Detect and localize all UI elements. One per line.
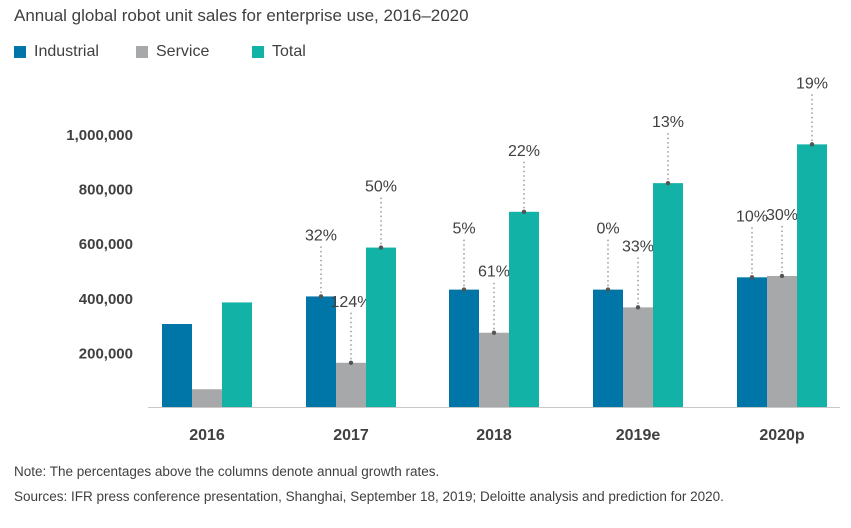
x-tick-label: 2019e xyxy=(616,427,661,444)
growth-marker xyxy=(318,294,324,299)
y-tick-label: 200,000 xyxy=(79,345,133,362)
bar-industrial xyxy=(449,289,479,407)
growth-marker xyxy=(378,245,384,250)
y-tick-label: 600,000 xyxy=(79,236,133,253)
footnote-sources: Sources: IFR press conference presentati… xyxy=(14,489,724,504)
growth-marker xyxy=(461,287,467,292)
growth-marker xyxy=(779,273,785,279)
bar-service xyxy=(479,332,509,407)
growth-label: 22% xyxy=(508,143,540,160)
bar-total xyxy=(653,183,683,407)
bar-industrial xyxy=(162,324,192,407)
bar-service xyxy=(767,275,797,407)
growth-label: 61% xyxy=(478,264,510,281)
bar-total xyxy=(509,211,539,407)
bar-service xyxy=(623,307,653,407)
legend-label-industrial: Industrial xyxy=(34,43,99,60)
y-tick-label: 1,000,000 xyxy=(66,127,133,144)
growth-label: 30% xyxy=(766,207,798,224)
growth-label: 10% xyxy=(736,208,768,225)
bar-total xyxy=(366,247,396,407)
bar-total xyxy=(797,144,827,407)
growth-marker xyxy=(491,330,497,335)
growth-marker xyxy=(635,305,641,310)
bar-chart: 200,000 400,000 600,000 800,000 1,000,000 32%… xyxy=(66,75,840,444)
footnote-note: Note: The percentages above the columns … xyxy=(14,464,440,479)
growth-label: 5% xyxy=(452,221,475,238)
y-tick-label: 800,000 xyxy=(79,182,133,199)
bar-industrial xyxy=(593,289,623,407)
growth-marker xyxy=(749,275,755,280)
growth-marker xyxy=(665,180,671,186)
legend-label-total: Total xyxy=(272,43,306,60)
growth-label: 50% xyxy=(365,179,397,196)
growth-label: 33% xyxy=(622,238,654,255)
y-tick-label: 400,000 xyxy=(79,291,133,308)
growth-marker xyxy=(605,287,611,292)
x-tick-label: 2016 xyxy=(189,427,225,444)
growth-label: 0% xyxy=(596,221,619,238)
chart-legend: Industrial Service Total xyxy=(14,43,434,63)
legend-swatch-industrial xyxy=(14,46,26,58)
legend-swatch-service xyxy=(136,46,148,58)
growth-label: 13% xyxy=(652,114,684,131)
growth-label: 19% xyxy=(796,75,828,92)
growth-marker xyxy=(521,209,527,215)
growth-marker xyxy=(809,142,815,147)
legend-item-service: Service xyxy=(136,43,209,61)
legend-swatch-total xyxy=(252,46,264,58)
bar-industrial xyxy=(737,277,767,407)
bar-industrial xyxy=(306,296,336,407)
x-tick-label: 2018 xyxy=(476,427,512,444)
bar-service xyxy=(192,389,222,407)
legend-label-service: Service xyxy=(156,43,210,60)
bar-total xyxy=(222,302,252,407)
growth-label: 32% xyxy=(305,227,337,244)
x-tick-label: 2020p xyxy=(759,427,805,444)
growth-marker xyxy=(348,360,354,365)
bar-service xyxy=(336,362,366,407)
legend-item-industrial: Industrial xyxy=(14,43,99,61)
legend-item-total: Total xyxy=(252,43,306,61)
growth-label: 124% xyxy=(331,294,372,311)
x-tick-label: 2017 xyxy=(333,427,369,444)
chart-title: Annual global robot unit sales for enter… xyxy=(14,6,469,25)
